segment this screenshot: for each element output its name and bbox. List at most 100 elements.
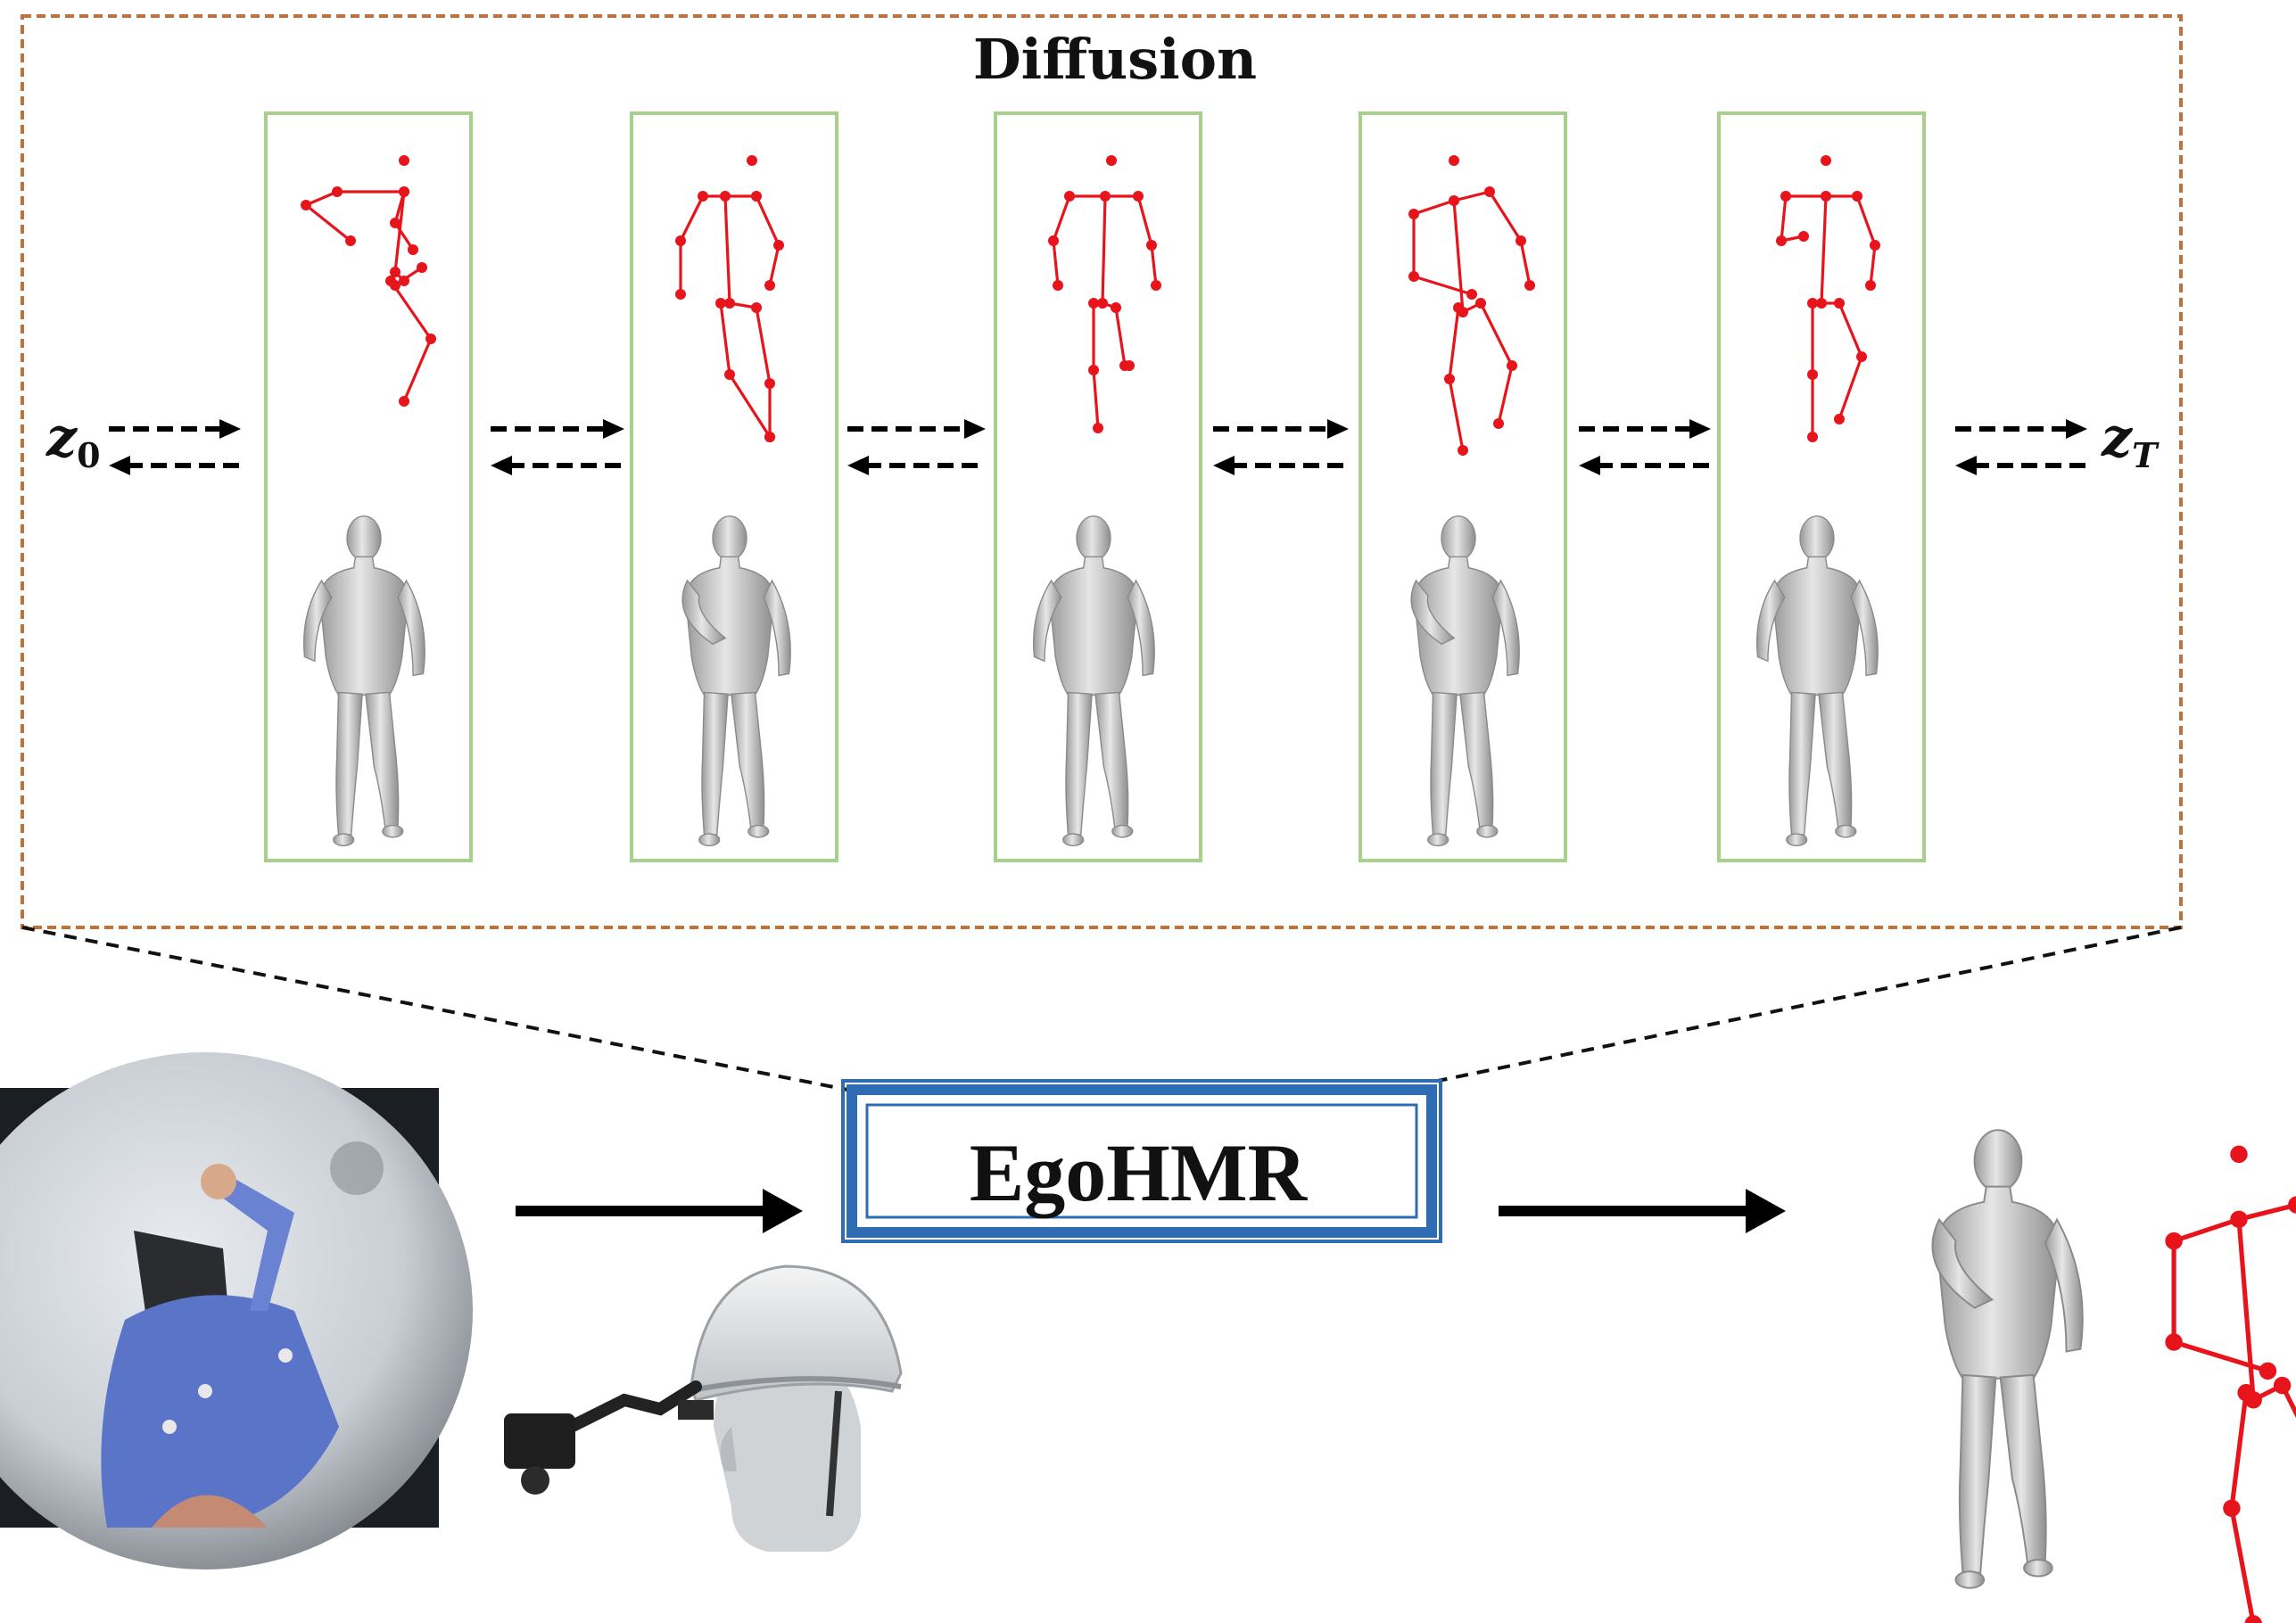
step-skeleton-bone [755,306,772,385]
diffusion-step-frame [264,111,473,862]
step-skeleton-joint [1816,298,1827,309]
step-skeleton-bone [1838,301,1863,358]
bidirectional-dashed-arrow [1579,419,1711,475]
step-skeleton-joint [1458,445,1468,456]
step-skeleton-joint [773,240,784,251]
step-skeleton-bone [723,194,731,305]
step-skeleton-bone [1479,301,1514,367]
output-skeleton-body-bone [2236,1216,2256,1403]
output-skeleton-body-joint [2273,1376,2292,1395]
step-skeleton-joint [1093,423,1103,433]
step-skeleton-joint [1870,240,1880,251]
step-skeleton-joint [764,378,775,389]
diffusion-arrows [109,419,2087,475]
diffusion-border [21,14,2183,929]
output-mesh-body [1931,1129,2084,1589]
step-skeleton-bone [1838,355,1863,421]
step-skeleton-bone [393,221,415,251]
egohmr-model-box [841,1079,1442,1243]
step-skeleton-bone [1412,199,1456,216]
step-skeleton-bone [304,203,352,243]
step-skeleton-joint [1807,432,1818,442]
step-skeleton-joint [1088,365,1099,375]
step-skeleton-joint [399,396,409,407]
step-skeleton-joint [724,298,735,309]
step-skeleton-joint [1146,240,1157,251]
output-skeleton-body [2165,1145,2296,1623]
output-skeleton-body-bone [2229,1505,2256,1623]
step-skeleton-joint [408,244,418,255]
step-skeleton-bone [304,190,339,207]
step-skeleton-bone [1150,243,1158,287]
step-skeleton-joint [399,186,409,197]
output-skeleton-body-bone [2171,1339,2270,1373]
step-skeleton-joint [1475,298,1486,309]
step-skeleton-joint [1807,298,1818,309]
diffusion-step-frame [1717,111,1926,862]
step-skeleton-joint [715,298,726,309]
step-skeleton-joint [724,369,735,380]
step-skeleton-joint [675,235,686,246]
output-skeleton-body-joint [2165,1232,2183,1250]
step-skeleton-joint [332,186,343,197]
output-pose-skeleton [2165,1145,2296,1623]
bidirectional-dashed-arrow [847,419,986,475]
step-skeleton-bone [768,243,780,287]
step-skeleton-joint [1798,231,1809,242]
step-skeleton-joint [1834,414,1845,424]
latent-end-label: zT [2102,407,2157,475]
step-skeleton-joint [301,200,311,210]
step-skeleton-bone [1052,239,1060,287]
latent-start-label: z0 [46,407,101,475]
step-skeleton-bone [1448,306,1460,381]
step-skeleton [301,155,436,407]
step-skeleton-bone [1136,194,1153,247]
output-skeleton-body-joint [2259,1362,2277,1380]
step-skeleton-joint [1776,235,1787,246]
step-skeleton-joint [720,191,731,202]
step-skeleton-joint [1821,191,1831,202]
step-skeleton-joint [751,302,762,313]
step-skeleton-joint [1048,235,1059,246]
step-skeleton-joint [417,262,427,273]
step-skeleton-bone [389,279,433,341]
step-skeleton-joint [345,235,356,246]
step-skeleton-bone [1052,194,1071,243]
latent-end-subscript: T [2132,435,2158,475]
step-skeleton-joint [1821,155,1831,166]
step-frame-border [630,111,838,862]
step-skeleton-joint [1124,360,1135,371]
step-skeleton-joint [1097,298,1108,309]
step-skeleton-bone [728,373,772,439]
step-skeleton-joint [1834,298,1845,309]
latent-start-base: z [46,407,78,469]
step-skeleton-joint [675,289,686,300]
step-skeleton [1408,155,1535,456]
step-skeleton-joint [1408,209,1419,219]
step-skeleton-joint [1064,191,1075,202]
step-skeleton-bone [755,194,780,247]
step-skeleton-bone [1855,194,1877,247]
zoom-line-left [21,926,848,1092]
diffusion-step-frame [1359,111,1567,862]
step-skeleton-bone [1101,194,1107,305]
zoom-line-right [1437,926,2182,1083]
output-skeleton-body-joint [2165,1333,2183,1351]
step-skeleton-bone [679,194,705,243]
step-skeleton-joint [764,432,775,442]
step-skeleton-joint [1865,280,1876,291]
helmet-camera-device [504,1265,903,1552]
step-mesh [1756,515,1879,847]
step-frame-border [994,111,1202,862]
step-skeleton-joint [1807,369,1818,380]
step-frame-border [264,111,473,862]
step-skeleton-bone [393,190,406,274]
step-skeleton-joint [1507,360,1517,371]
step-skeleton [1048,155,1161,433]
step-skeleton-joint [764,280,775,291]
step-skeleton-joint [1053,280,1063,291]
step-skeleton-joint [1852,191,1862,202]
bidirectional-dashed-arrow [109,419,241,475]
output-skeleton-body-joint [2288,1196,2296,1214]
step-skeleton-joint [390,267,401,277]
